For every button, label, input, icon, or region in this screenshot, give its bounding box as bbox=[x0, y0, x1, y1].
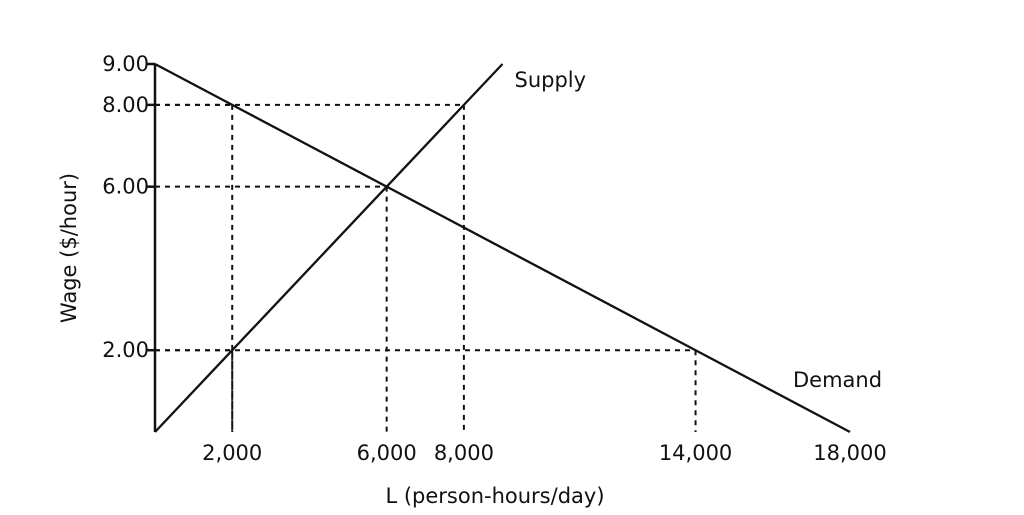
x-axis-label: L (person-hours/day) bbox=[385, 484, 604, 508]
series-layer: Supply Demand bbox=[154, 62, 882, 434]
y-tick-label-6.00: 6.00 bbox=[102, 175, 149, 199]
y-axis-label: Wage ($/hour) bbox=[57, 173, 81, 323]
supply-curve bbox=[154, 63, 504, 433]
y-tick-label-9.00: 9.00 bbox=[102, 52, 149, 76]
axis-labels: L (person-hours/day) Wage ($/hour) bbox=[57, 173, 605, 508]
demand-curve bbox=[154, 62, 851, 434]
x-tick-label-18,000: 18,000 bbox=[813, 441, 886, 465]
x-tick-label-2,000: 2,000 bbox=[202, 441, 262, 465]
demand-label: Demand bbox=[793, 368, 882, 392]
supply-label: Supply bbox=[515, 68, 587, 92]
x-tick-label-8,000: 8,000 bbox=[434, 441, 494, 465]
x-tick-label-14,000: 14,000 bbox=[659, 441, 732, 465]
tick-labels: 2.00 6.00 8.00 9.00 2,000 6,000 8,000 14,000 18,… bbox=[102, 52, 887, 465]
dashed-guides bbox=[155, 103, 697, 432]
x-tick-label-6,000: 6,000 bbox=[357, 441, 417, 465]
y-tick-label-8.00: 8.00 bbox=[102, 93, 149, 117]
y-tick-label-2.00: 2.00 bbox=[102, 338, 149, 362]
